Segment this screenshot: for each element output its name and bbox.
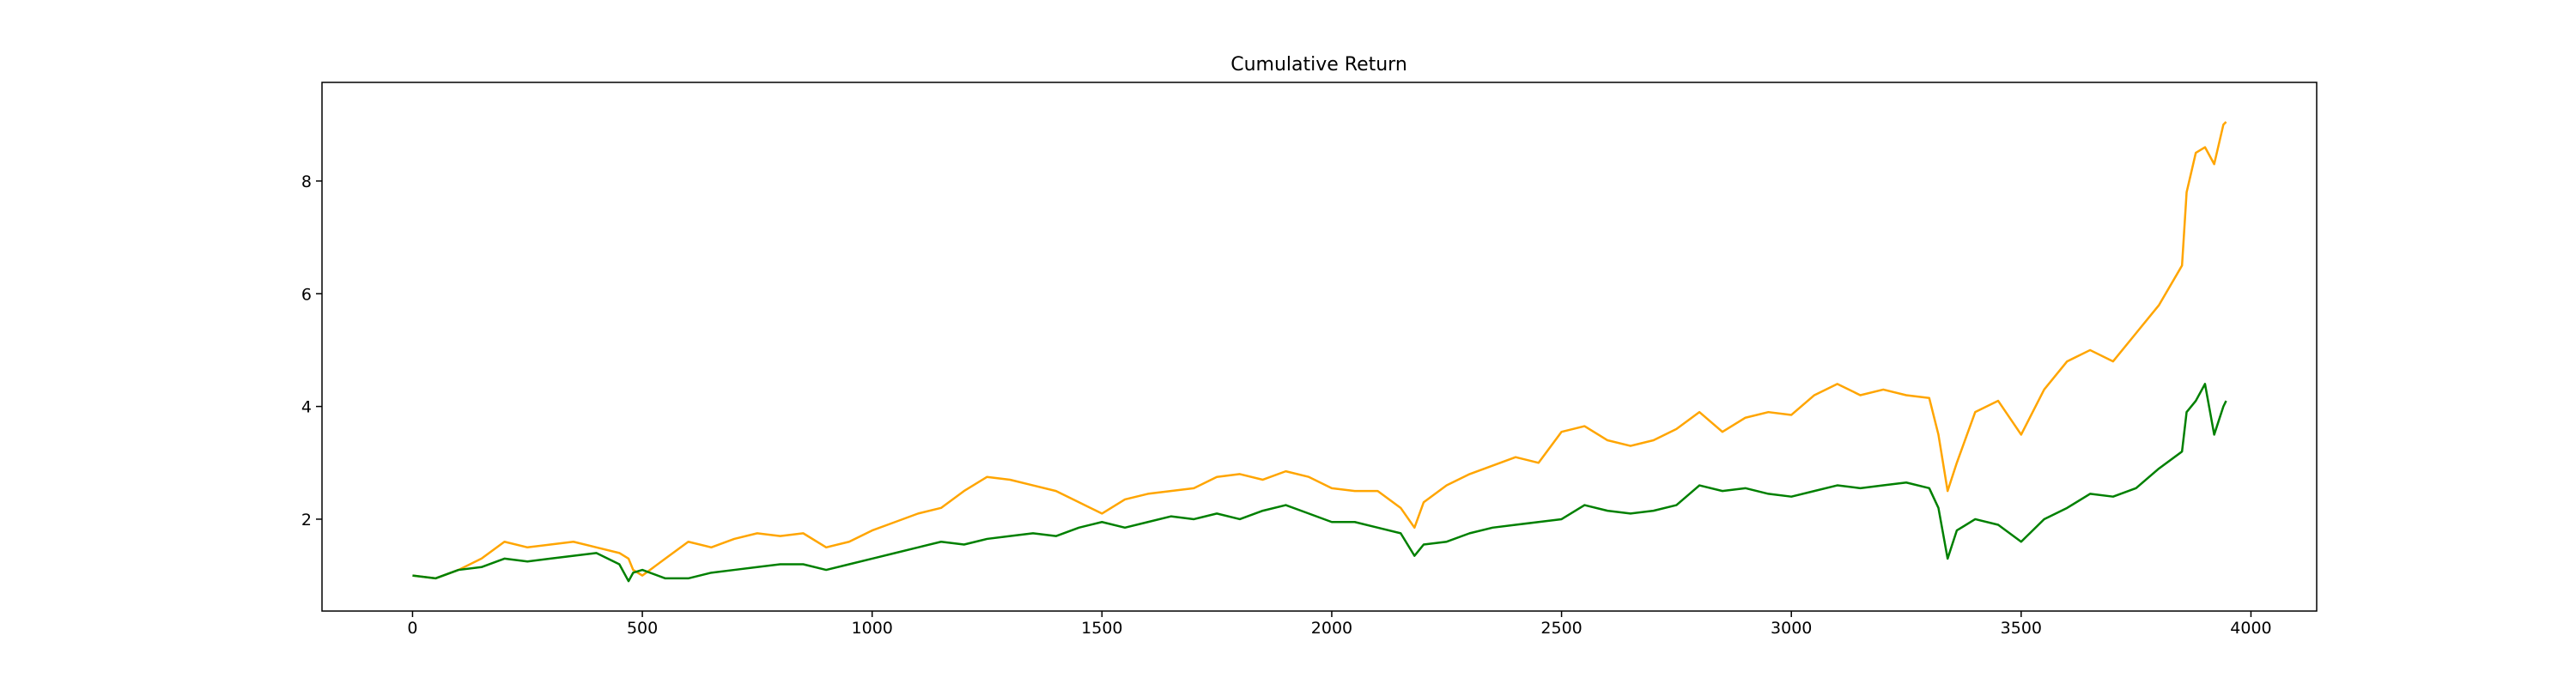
x-tick-label: 0: [407, 619, 417, 638]
series-line: [412, 121, 2227, 580]
series-line: [412, 383, 2227, 583]
y-tick-label: 4: [301, 398, 312, 417]
x-tick-label: 2000: [1311, 619, 1352, 638]
x-tick-label: 500: [627, 619, 658, 638]
x-tick-label: 1500: [1081, 619, 1122, 638]
y-tick-label: 6: [301, 285, 312, 304]
x-tick-label: 1000: [852, 619, 893, 638]
x-tick-label: 3500: [2001, 619, 2042, 638]
x-tick-label: 2500: [1540, 619, 1582, 638]
plot-frame: [321, 82, 2318, 612]
chart-title: Cumulative Return: [1230, 54, 1407, 76]
x-tick-label: 4000: [2230, 619, 2271, 638]
y-tick-label: 8: [301, 172, 312, 191]
x-tick-label: 3000: [1771, 619, 1812, 638]
y-tick-label: 2: [301, 511, 312, 530]
